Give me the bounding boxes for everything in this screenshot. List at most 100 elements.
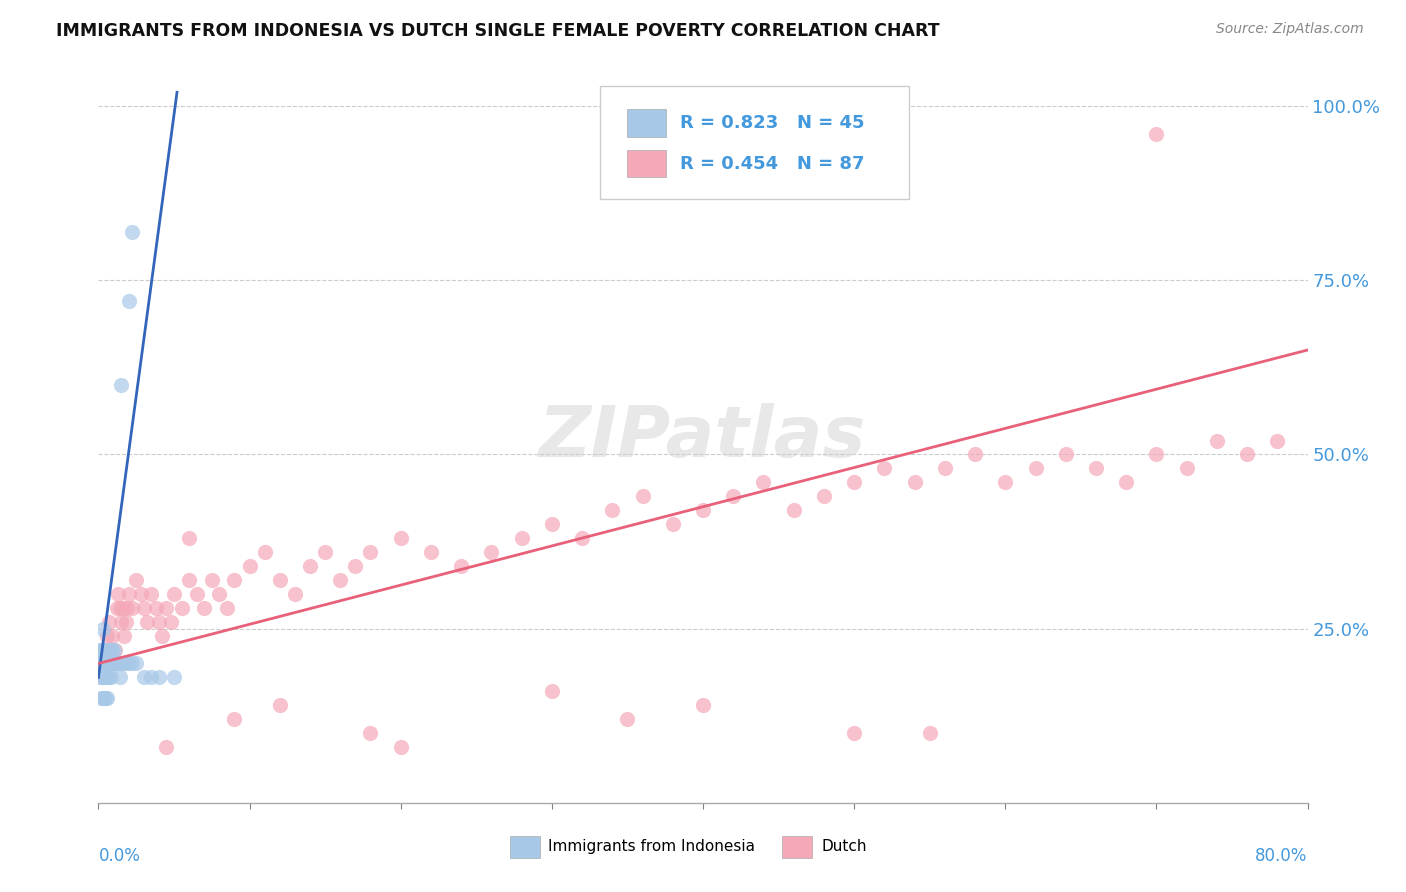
Text: R = 0.823   N = 45: R = 0.823 N = 45 — [681, 113, 865, 131]
Point — [125, 573, 148, 587]
Point — [91, 622, 114, 636]
Point — [105, 600, 128, 615]
Point — [510, 531, 533, 545]
Point — [100, 642, 122, 657]
Point — [1054, 448, 1077, 462]
Point — [1144, 127, 1167, 141]
Point — [108, 670, 131, 684]
Text: Source: ZipAtlas.com: Source: ZipAtlas.com — [1216, 22, 1364, 37]
FancyBboxPatch shape — [600, 86, 908, 200]
Point — [163, 670, 186, 684]
Point — [98, 642, 121, 657]
Point — [96, 629, 118, 643]
Point — [89, 670, 111, 684]
Point — [193, 600, 215, 615]
Point — [1085, 461, 1108, 475]
FancyBboxPatch shape — [782, 836, 811, 858]
Point — [284, 587, 307, 601]
Point — [299, 558, 322, 573]
Point — [103, 642, 125, 657]
Point — [121, 225, 143, 239]
Point — [121, 657, 143, 671]
Point — [101, 642, 124, 657]
Point — [141, 587, 163, 601]
Point — [752, 475, 775, 490]
Point — [94, 691, 117, 706]
FancyBboxPatch shape — [627, 110, 665, 137]
Point — [91, 691, 114, 706]
Point — [107, 587, 129, 601]
Point — [93, 691, 115, 706]
Point — [108, 600, 131, 615]
Point — [105, 657, 128, 671]
Point — [118, 657, 141, 671]
Point — [170, 600, 193, 615]
Point — [179, 573, 201, 587]
Point — [96, 691, 118, 706]
Point — [616, 712, 638, 726]
Point — [179, 531, 201, 545]
Point — [420, 545, 443, 559]
Point — [201, 573, 224, 587]
Point — [1115, 475, 1137, 490]
Point — [314, 545, 336, 559]
Text: R = 0.454   N = 87: R = 0.454 N = 87 — [681, 154, 865, 172]
Point — [994, 475, 1017, 490]
Point — [118, 294, 141, 309]
Point — [93, 657, 115, 671]
Point — [450, 558, 472, 573]
Text: IMMIGRANTS FROM INDONESIA VS DUTCH SINGLE FEMALE POVERTY CORRELATION CHART: IMMIGRANTS FROM INDONESIA VS DUTCH SINGL… — [56, 22, 939, 40]
Point — [89, 657, 111, 671]
Point — [965, 448, 987, 462]
Point — [129, 587, 152, 601]
Point — [104, 642, 127, 657]
Point — [110, 377, 132, 392]
Point — [224, 712, 246, 726]
Point — [1144, 448, 1167, 462]
Point — [91, 670, 114, 684]
Point — [813, 489, 835, 503]
Point — [114, 657, 136, 671]
Point — [115, 600, 138, 615]
Point — [112, 629, 135, 643]
Point — [89, 642, 111, 657]
Point — [692, 698, 714, 713]
Point — [98, 615, 121, 629]
Point — [96, 670, 118, 684]
Point — [160, 615, 183, 629]
Point — [103, 657, 125, 671]
Point — [186, 587, 208, 601]
Point — [148, 615, 170, 629]
Point — [148, 670, 170, 684]
Text: Dutch: Dutch — [821, 839, 868, 855]
Point — [163, 587, 186, 601]
Point — [125, 657, 148, 671]
Point — [90, 657, 112, 671]
Point — [571, 531, 593, 545]
Point — [94, 642, 117, 657]
Point — [269, 698, 291, 713]
Point — [90, 691, 112, 706]
Point — [101, 657, 124, 671]
Point — [253, 545, 276, 559]
Point — [111, 600, 134, 615]
Point — [93, 642, 115, 657]
Point — [103, 657, 125, 671]
FancyBboxPatch shape — [627, 150, 665, 178]
Point — [90, 642, 112, 657]
Point — [155, 740, 177, 755]
Point — [389, 531, 412, 545]
Text: 80.0%: 80.0% — [1256, 847, 1308, 864]
Point — [145, 600, 167, 615]
Point — [360, 726, 382, 740]
Point — [1206, 434, 1229, 448]
Text: 0.0%: 0.0% — [98, 847, 141, 864]
Point — [98, 670, 121, 684]
Point — [844, 726, 866, 740]
Point — [783, 503, 806, 517]
Point — [100, 642, 122, 657]
Point — [91, 642, 114, 657]
Point — [631, 489, 654, 503]
Point — [540, 684, 562, 698]
Point — [135, 615, 157, 629]
